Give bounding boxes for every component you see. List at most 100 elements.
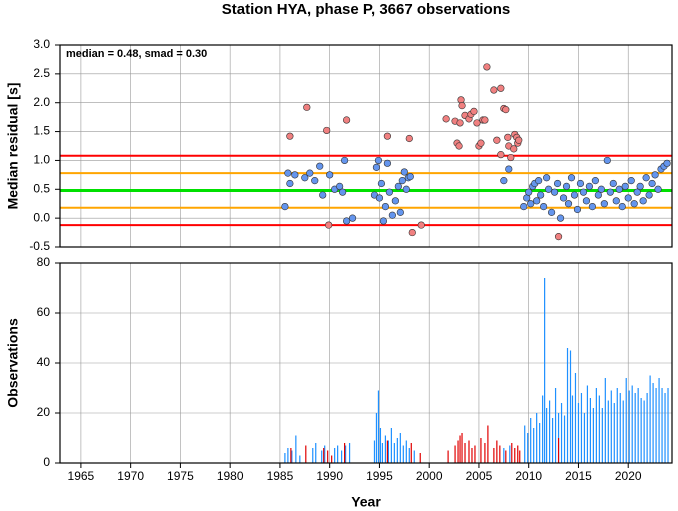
data-point: [627, 177, 635, 185]
data-point: [500, 177, 508, 185]
data-point: [545, 185, 553, 193]
data-point: [550, 188, 559, 196]
bar: [610, 390, 612, 463]
data-point: [372, 163, 381, 171]
y-tick-label: 1.5: [33, 124, 50, 138]
bar: [390, 428, 392, 463]
bar: [334, 448, 336, 463]
data-point: [394, 182, 402, 190]
bar: [305, 445, 307, 463]
bar: [331, 455, 333, 463]
data-point: [553, 179, 562, 188]
data-point: [383, 132, 391, 140]
data-point: [642, 174, 650, 182]
bar: [461, 433, 463, 463]
bar: [337, 445, 339, 463]
y-tick-label: 80: [37, 255, 51, 269]
bar: [542, 395, 544, 463]
plot-frame: [59, 262, 673, 464]
bar: [544, 278, 546, 463]
bar: [405, 440, 407, 463]
bar: [595, 388, 597, 463]
data-point: [457, 96, 465, 104]
bar: [402, 445, 404, 463]
data-point: [612, 197, 620, 205]
bar: [315, 443, 317, 463]
data-point: [301, 174, 309, 182]
bar: [631, 385, 633, 463]
data-point: [490, 86, 498, 94]
x-tick-label: 1965: [68, 469, 95, 483]
data-point: [339, 188, 347, 196]
data-point: [391, 197, 399, 205]
bar: [323, 448, 325, 463]
bar: [533, 428, 535, 463]
bar: [607, 400, 609, 463]
data-point: [303, 103, 311, 111]
data-point: [533, 197, 541, 205]
y-tick-label: 40: [37, 355, 51, 369]
data-point: [497, 151, 505, 159]
x-tick-label: 2005: [466, 469, 493, 483]
bar: [571, 395, 574, 463]
data-point: [481, 116, 489, 124]
bar: [503, 448, 505, 463]
bar: [574, 373, 577, 463]
data-point: [585, 182, 594, 190]
data-point: [379, 217, 388, 225]
data-point: [342, 217, 351, 225]
data-point: [600, 200, 608, 208]
data-point: [562, 182, 571, 190]
data-point: [564, 200, 573, 208]
data-point: [377, 179, 386, 188]
data-point: [281, 203, 289, 211]
data-point: [525, 188, 533, 196]
bar: [563, 415, 566, 463]
data-point: [535, 177, 543, 185]
x-tick-label: 1985: [267, 469, 294, 483]
bar: [539, 423, 541, 463]
bar: [459, 435, 461, 463]
y-tick-label: 0: [43, 455, 50, 469]
bar: [566, 348, 569, 463]
data-point: [400, 168, 408, 176]
data-point: [621, 182, 629, 190]
data-point: [323, 126, 331, 135]
data-point: [633, 188, 641, 196]
bar: [577, 403, 580, 463]
bar: [348, 443, 351, 463]
data-point: [588, 203, 596, 211]
data-point: [286, 179, 294, 188]
bar: [601, 408, 603, 463]
bar: [408, 448, 410, 463]
bar: [655, 388, 657, 463]
data-point: [311, 177, 319, 185]
data-point: [470, 107, 478, 115]
bar: [341, 450, 343, 463]
bar: [598, 395, 600, 463]
bar: [373, 440, 376, 463]
bar: [321, 450, 323, 463]
data-point: [458, 101, 466, 110]
data-point: [306, 169, 314, 177]
bar: [413, 450, 415, 463]
y-tick-label: 0.5: [33, 181, 50, 195]
bar: [393, 443, 395, 463]
data-point: [455, 142, 463, 150]
y-tick-label: 2.0: [33, 95, 50, 109]
data-point: [396, 208, 404, 216]
bar: [464, 443, 466, 463]
bar: [664, 393, 666, 463]
bar: [480, 438, 482, 463]
bar: [284, 453, 286, 463]
bar: [667, 388, 669, 463]
data-point: [515, 136, 523, 144]
bar: [493, 448, 495, 463]
bar: [377, 390, 380, 463]
data-point: [286, 132, 294, 140]
data-point: [477, 139, 485, 147]
bar: [514, 448, 516, 463]
y-tick-label: 2.5: [33, 66, 50, 80]
data-point: [537, 191, 545, 199]
data-point: [507, 153, 515, 162]
